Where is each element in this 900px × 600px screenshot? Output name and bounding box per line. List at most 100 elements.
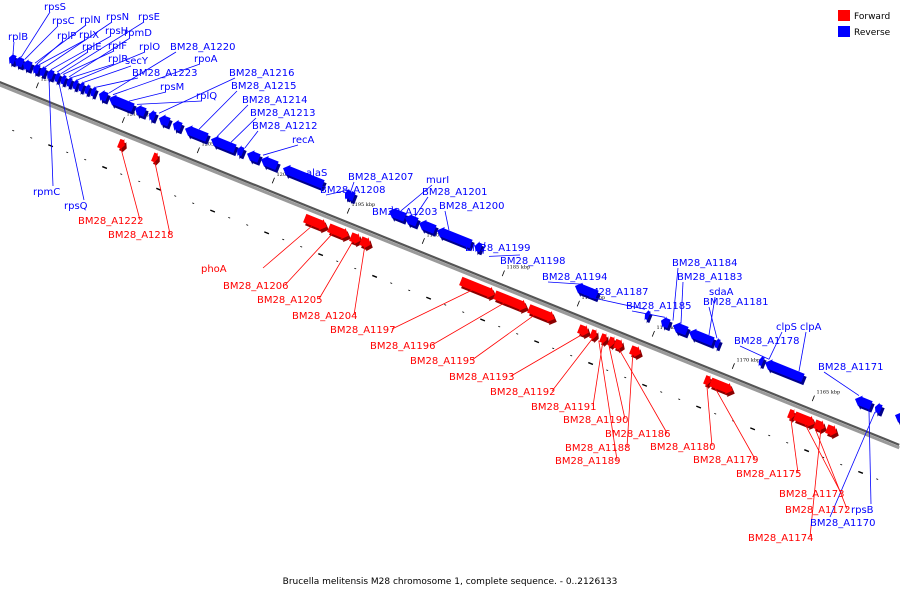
reverse-gene-arrow[interactable] (184, 125, 209, 142)
reverse-gene-arrow[interactable] (758, 355, 765, 367)
reverse-gene-label[interactable]: BM28_A1215 (231, 81, 297, 92)
forward-gene-arrow[interactable] (359, 236, 371, 249)
reverse-gene-arrow[interactable] (260, 156, 279, 171)
forward-gene-arrow[interactable] (577, 324, 589, 337)
reverse-gene-label[interactable]: rplQ (196, 91, 217, 102)
forward-gene-label[interactable]: BM28_A1206 (223, 281, 289, 292)
forward-gene-label[interactable]: BM28_A1192 (490, 387, 556, 398)
forward-gene-arrow[interactable] (629, 345, 641, 358)
reverse-gene-label[interactable]: rpmC (33, 187, 60, 198)
reverse-gene-label[interactable]: rpoA (194, 54, 218, 65)
reverse-gene-label[interactable]: rpsN (106, 12, 129, 23)
reverse-gene-arrow[interactable] (172, 119, 183, 132)
reverse-gene-label[interactable]: BM28_A1171 (818, 362, 884, 373)
reverse-gene-label[interactable]: BM28_A1170 (810, 518, 876, 529)
reverse-gene-arrow[interactable] (688, 328, 715, 346)
reverse-gene-label[interactable]: recA (292, 135, 315, 146)
forward-gene-label[interactable]: BM28_A1191 (531, 402, 597, 413)
forward-gene-label[interactable]: BM28_A1193 (449, 372, 515, 383)
reverse-gene-label[interactable]: rplE (82, 42, 102, 53)
reverse-gene-label[interactable]: rpsB (851, 505, 874, 516)
reverse-gene-label[interactable]: BM28_A1220 (170, 42, 236, 53)
forward-gene-label[interactable]: BM28_A1174 (748, 533, 814, 544)
reverse-gene-label[interactable]: BM28_A1181 (703, 297, 769, 308)
reverse-gene-arrow[interactable] (854, 395, 873, 410)
forward-gene-arrow[interactable] (303, 213, 327, 231)
reverse-gene-label[interactable]: BM28_A1183 (677, 272, 743, 283)
reverse-gene-label[interactable]: rplF (108, 41, 127, 52)
reverse-gene-arrow[interactable] (22, 59, 33, 71)
reverse-gene-arrow[interactable] (46, 68, 55, 80)
reverse-gene-label[interactable]: rpmD (124, 28, 152, 39)
forward-gene-arrow[interactable] (709, 377, 733, 394)
reverse-gene-label[interactable]: BM28_A1216 (229, 68, 295, 79)
forward-gene-label[interactable]: BM28_A1173 (779, 489, 845, 500)
reverse-gene-arrow[interactable] (158, 114, 171, 127)
reverse-gene-arrow[interactable] (404, 214, 419, 227)
reverse-gene-label[interactable]: rplR (108, 54, 128, 65)
reverse-gene-arrow[interactable] (672, 322, 689, 336)
reverse-gene-arrow[interactable] (32, 62, 41, 75)
reverse-gene-arrow[interactable] (84, 83, 91, 95)
reverse-gene-arrow[interactable] (660, 316, 671, 329)
forward-gene-label[interactable]: BM28_A1205 (257, 295, 323, 306)
reverse-gene-label[interactable]: rplB (8, 32, 28, 43)
forward-gene-label[interactable]: BM28_A1186 (605, 429, 671, 440)
reverse-gene-label[interactable]: BM28_A1185 (626, 301, 692, 312)
reverse-gene-label[interactable]: sdaA (709, 287, 734, 298)
forward-gene-arrow[interactable] (613, 338, 623, 351)
reverse-gene-arrow[interactable] (644, 309, 651, 321)
reverse-gene-arrow[interactable] (574, 282, 599, 300)
reverse-gene-label[interactable]: BM28_A1201 (422, 187, 488, 198)
forward-gene-label[interactable]: BM28_A1175 (736, 469, 802, 480)
reverse-gene-label[interactable]: BM28_A1212 (252, 121, 318, 132)
forward-gene-arrow[interactable] (599, 333, 607, 345)
forward-gene-label[interactable]: BM28_A1197 (330, 325, 396, 336)
reverse-gene-arrow[interactable] (236, 145, 245, 157)
reverse-gene-arrow[interactable] (874, 402, 883, 414)
reverse-gene-label[interactable]: BM28_A1207 (348, 172, 414, 183)
reverse-gene-label[interactable]: BM28_A1187 (583, 287, 649, 298)
forward-gene-label[interactable]: BM28_A1189 (555, 456, 621, 467)
reverse-gene-label[interactable]: clpA (800, 322, 822, 333)
forward-gene-arrow[interactable] (527, 304, 555, 323)
forward-gene-arrow[interactable] (493, 290, 527, 311)
forward-gene-arrow[interactable] (151, 152, 158, 164)
reverse-gene-label[interactable]: rpsC (52, 16, 75, 27)
reverse-gene-label[interactable]: secY (125, 56, 149, 67)
reverse-gene-arrow[interactable] (436, 227, 473, 249)
reverse-gene-label[interactable]: BM28_A1184 (672, 258, 738, 269)
forward-gene-arrow[interactable] (459, 276, 495, 298)
reverse-gene-arrow[interactable] (78, 81, 85, 93)
reverse-gene-label[interactable]: rpsM (160, 82, 184, 93)
reverse-gene-arrow[interactable] (8, 53, 17, 65)
reverse-gene-label[interactable]: BM28_A1203 (372, 207, 438, 218)
reverse-gene-label[interactable]: rpsH (105, 26, 128, 37)
reverse-gene-label[interactable]: BM28_A1194 (542, 272, 608, 283)
reverse-gene-label[interactable]: BM28_A1213 (250, 108, 316, 119)
forward-gene-label[interactable]: BM28_A1196 (370, 341, 436, 352)
forward-gene-arrow[interactable] (813, 419, 825, 432)
forward-gene-arrow[interactable] (825, 424, 837, 437)
reverse-gene-arrow[interactable] (344, 188, 352, 200)
forward-gene-arrow[interactable] (787, 408, 795, 421)
reverse-gene-label[interactable]: rplN (80, 15, 101, 26)
forward-gene-arrow[interactable] (117, 138, 125, 150)
forward-gene-label[interactable]: BM28_A1179 (693, 455, 759, 466)
reverse-gene-arrow[interactable] (210, 135, 237, 154)
forward-gene-label[interactable]: BM28_A1218 (108, 230, 174, 241)
forward-gene-label[interactable]: BM28_A1172 (785, 505, 851, 516)
reverse-gene-arrow[interactable] (14, 56, 25, 68)
reverse-gene-label[interactable]: BM28_A1200 (439, 201, 505, 212)
reverse-gene-arrow[interactable] (148, 109, 157, 121)
reverse-gene-label[interactable]: BM28_A1208 (320, 185, 386, 196)
reverse-gene-label[interactable]: rplO (139, 42, 160, 53)
forward-gene-label[interactable]: BM28_A1180 (650, 442, 716, 453)
forward-gene-label[interactable]: BM28_A1222 (78, 216, 144, 227)
reverse-gene-arrow[interactable] (418, 219, 437, 234)
reverse-gene-label[interactable]: clpS (776, 322, 797, 333)
forward-gene-label[interactable]: BM28_A1204 (292, 311, 358, 322)
reverse-gene-arrow[interactable] (246, 150, 261, 163)
forward-gene-arrow[interactable] (589, 329, 597, 341)
reverse-gene-arrow[interactable] (894, 412, 900, 425)
